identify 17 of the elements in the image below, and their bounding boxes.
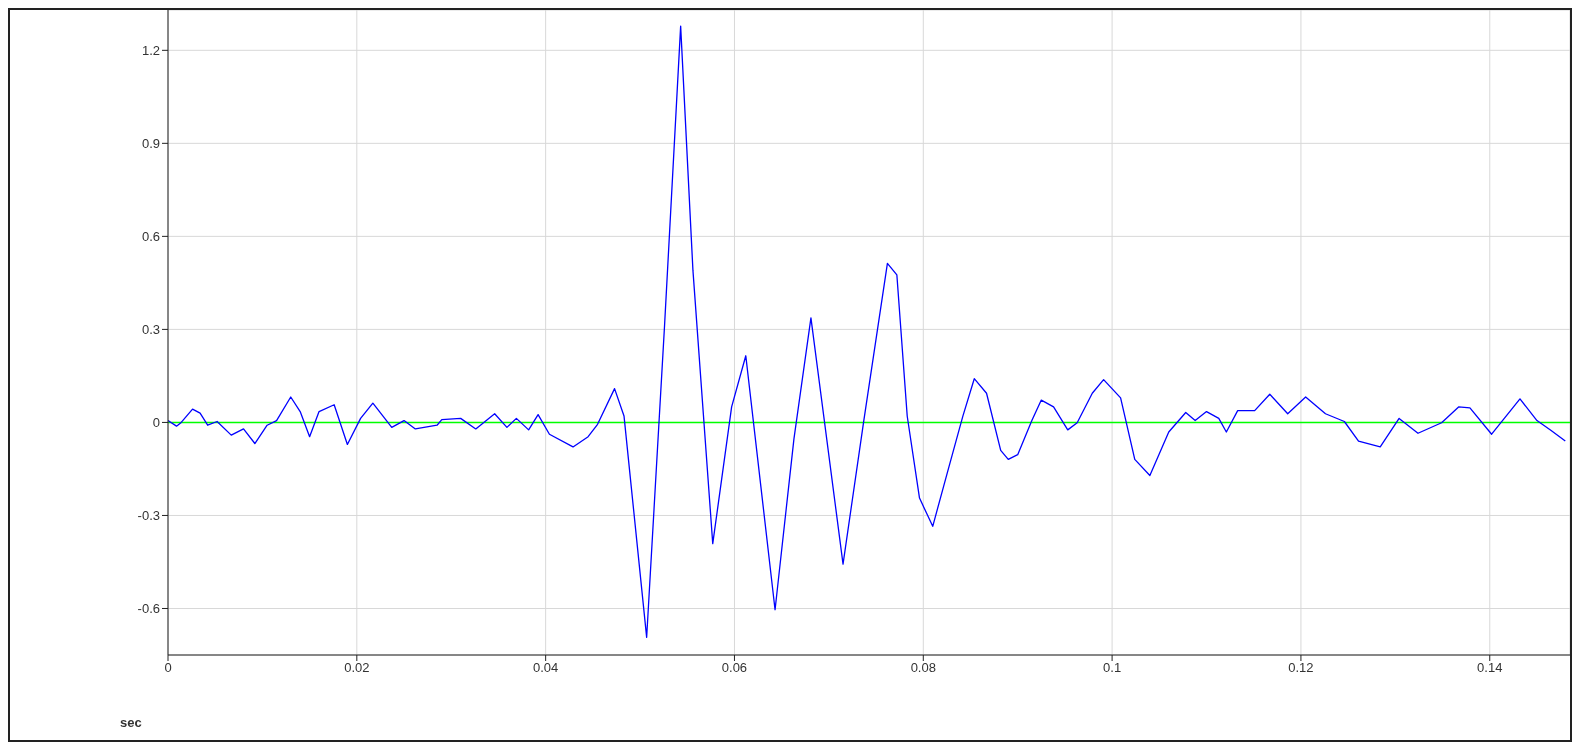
x-tick-label: 0 — [164, 660, 172, 676]
y-tick-label: 1.2 — [141, 42, 160, 58]
x-tick-label: 0.12 — [1288, 660, 1314, 676]
x-tick-label: 0.1 — [1103, 660, 1122, 676]
x-axis-title: sec — [120, 715, 142, 730]
y-tick-label: 0.3 — [141, 322, 160, 338]
x-tick-label: 0.04 — [532, 660, 559, 676]
x-tick-label: 0.14 — [1477, 660, 1503, 676]
y-tick-label: -0.6 — [137, 601, 160, 617]
x-tick-label: 0.06 — [721, 660, 748, 676]
y-tick-label: 0 — [152, 415, 160, 431]
y-tick-label: -0.3 — [137, 508, 160, 524]
x-tick-label: 0.08 — [910, 660, 936, 676]
y-tick-label: 0.9 — [141, 135, 160, 151]
x-tick-label: 0.02 — [344, 660, 370, 676]
y-tick-label: 0.6 — [141, 228, 160, 244]
line-series — [168, 25, 1566, 638]
